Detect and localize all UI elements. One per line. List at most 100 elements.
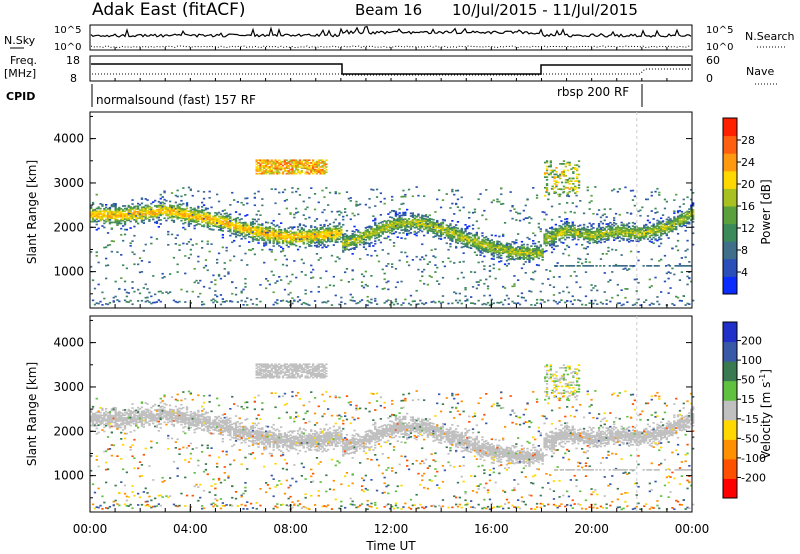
- power-cell: [424, 220, 428, 223]
- power-cell: [217, 273, 221, 276]
- power-cell: [298, 194, 302, 196]
- power-cell: [106, 303, 110, 306]
- power-cell: [127, 214, 130, 216]
- power-cell: [106, 232, 110, 234]
- power-cell: [133, 225, 136, 228]
- power-cell: [146, 204, 149, 207]
- power-cell: [375, 231, 379, 234]
- power-cell: [191, 213, 194, 216]
- power-cell: [298, 160, 302, 163]
- power-cell: [562, 232, 565, 235]
- power-cell: [184, 212, 187, 215]
- power-cell: [255, 237, 258, 240]
- y-tick-label: 2000: [53, 220, 84, 234]
- power-cell: [242, 230, 245, 233]
- power-cell: [212, 221, 215, 223]
- power-cell: [216, 262, 219, 264]
- power-cell: [122, 215, 125, 218]
- power-cell: [680, 213, 683, 216]
- power-cell: [407, 222, 411, 224]
- power-cell: [180, 215, 183, 218]
- power-cell: [443, 229, 446, 231]
- power-cell: [236, 227, 239, 230]
- power-cell: [560, 299, 563, 301]
- power-cell: [108, 207, 112, 209]
- power-cell: [263, 159, 266, 162]
- power-cell: [349, 239, 352, 241]
- power-cell: [466, 242, 469, 245]
- power-cell: [513, 250, 516, 253]
- power-cell: [106, 220, 110, 222]
- power-cell: [204, 215, 208, 218]
- power-cell: [229, 221, 232, 224]
- power-cell: [584, 265, 587, 267]
- power-cell: [154, 199, 157, 202]
- power-cell: [214, 294, 217, 296]
- power-cell: [231, 232, 234, 235]
- power-cell: [238, 229, 241, 232]
- power-cell: [120, 234, 123, 236]
- power-cell: [216, 193, 219, 196]
- power-cell: [613, 236, 616, 239]
- power-cell: [518, 303, 522, 306]
- power-cell: [216, 219, 219, 221]
- power-cell: [460, 231, 463, 234]
- velocity-cell: [95, 427, 98, 430]
- power-cell: [524, 299, 527, 302]
- power-cell: [479, 241, 482, 243]
- power-cell: [686, 302, 689, 305]
- power-cell: [169, 211, 172, 213]
- power-cell: [199, 215, 202, 218]
- power-cell: [312, 276, 315, 279]
- power-cell: [616, 265, 619, 267]
- power-cell: [443, 265, 446, 268]
- power-cell: [204, 218, 208, 220]
- power-cell: [272, 233, 275, 235]
- power-cell: [114, 205, 117, 208]
- power-cell: [246, 214, 249, 216]
- power-cell: [648, 240, 651, 243]
- power-cell: [569, 234, 572, 237]
- power-cell: [468, 233, 471, 236]
- power-cell: [321, 238, 324, 241]
- power-cell: [148, 220, 151, 222]
- power-cell: [313, 162, 317, 164]
- power-cell: [225, 212, 228, 215]
- power-cell: [455, 189, 458, 192]
- power-cell: [562, 234, 565, 236]
- power-cell: [468, 232, 471, 234]
- power-cell: [609, 228, 612, 230]
- power-cell: [406, 208, 409, 211]
- power-cell: [569, 231, 572, 234]
- power-cell: [505, 259, 509, 262]
- power-cell: [172, 210, 176, 213]
- power-cell: [528, 222, 531, 224]
- power-cell: [462, 245, 465, 248]
- power-cell: [483, 268, 486, 271]
- power-cell: [259, 170, 262, 172]
- power-cell: [244, 278, 247, 280]
- power-cell: [263, 172, 266, 175]
- velocity-cell: [103, 450, 106, 453]
- power-cell: [187, 241, 191, 243]
- power-cell: [541, 251, 544, 253]
- power-cell: [240, 218, 243, 220]
- power-cell: [400, 237, 403, 239]
- power-cell: [419, 227, 422, 230]
- power-cell: [669, 224, 672, 227]
- power-cell: [449, 223, 452, 225]
- power-cell: [106, 218, 110, 221]
- power-cell: [330, 210, 334, 213]
- power-cell: [210, 228, 213, 231]
- power-cell: [206, 211, 209, 214]
- power-cell: [507, 262, 510, 265]
- power-cell: [127, 208, 130, 211]
- power-cell: [95, 212, 98, 215]
- power-cell: [118, 300, 121, 303]
- power-cell: [229, 224, 232, 226]
- power-cell: [248, 231, 251, 234]
- power-cell: [385, 228, 388, 231]
- power-cell: [503, 251, 507, 254]
- power-cell: [503, 299, 507, 301]
- power-cell: [251, 235, 255, 238]
